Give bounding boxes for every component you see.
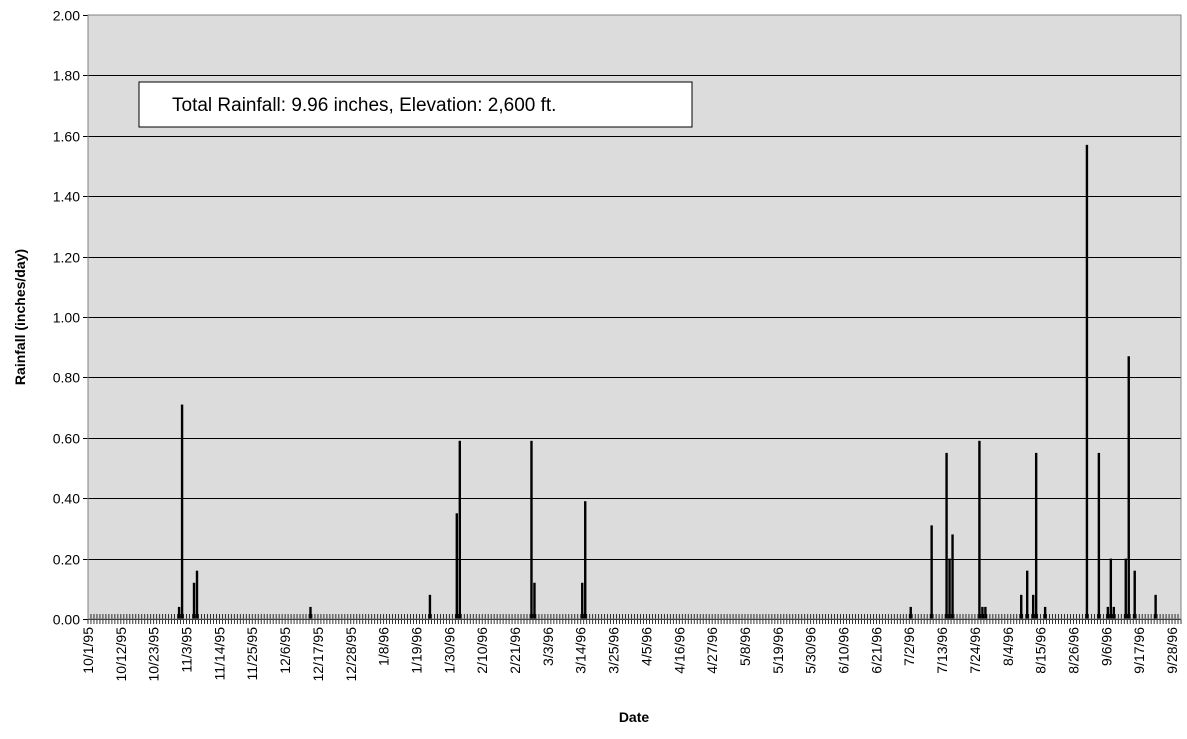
x-tick-label: 3/3/96 <box>540 627 556 666</box>
rainfall-bar <box>951 534 953 619</box>
x-tick-label: 5/30/96 <box>803 627 819 674</box>
annotation-box: Total Rainfall: 9.96 inches, Elevation: … <box>139 82 692 127</box>
x-tick-label: 4/27/96 <box>704 627 720 674</box>
rainfall-bar <box>581 583 583 619</box>
rainfall-bar <box>945 453 947 619</box>
x-tick-label: 12/28/95 <box>343 627 359 682</box>
rainfall-bar <box>984 607 986 619</box>
rainfall-bar <box>910 607 912 619</box>
rainfall-bar <box>309 607 311 619</box>
x-tick-label: 10/23/95 <box>146 627 162 682</box>
rainfall-bar <box>930 525 932 619</box>
rainfall-bar <box>533 583 535 619</box>
x-tick-label: 10/1/95 <box>80 627 96 674</box>
rainfall-bar <box>459 441 461 619</box>
rainfall-bar <box>1020 595 1022 619</box>
rainfall-bar <box>196 571 198 619</box>
y-axis-ticks: 0.00 0.20 0.40 0.60 0.80 1.00 1.20 1.40 1.60 1.80… <box>53 8 88 628</box>
x-tick-label: 2/10/96 <box>474 627 490 674</box>
y-tick-label: 1.80 <box>53 68 80 84</box>
x-tick-label: 11/25/95 <box>244 627 260 681</box>
annotation-text: Total Rainfall: 9.96 inches, Elevation: … <box>172 95 556 116</box>
rainfall-bar <box>1026 571 1028 619</box>
rainfall-bar <box>981 607 983 619</box>
rainfall-bar <box>1113 607 1115 619</box>
x-tick-label: 3/14/96 <box>573 627 589 674</box>
x-tick-label: 1/19/96 <box>408 627 424 674</box>
rainfall-bar <box>1125 559 1127 619</box>
y-tick-label: 1.20 <box>53 250 80 266</box>
x-tick-label: 12/6/95 <box>277 627 293 674</box>
rainfall-bar <box>178 607 180 619</box>
x-axis-ticks: 10/1/95 10/12/95 10/23/95 11/3/95 11/14/95 11… <box>80 614 1181 682</box>
y-tick-label: 1.40 <box>53 189 80 205</box>
x-tick-label: 5/8/96 <box>737 627 753 666</box>
rainfall-bar <box>1154 595 1156 619</box>
rainfall-bar <box>181 405 183 619</box>
x-tick-label: 9/6/96 <box>1098 627 1114 666</box>
y-tick-label: 1.60 <box>53 129 80 145</box>
rainfall-bar <box>1044 607 1046 619</box>
x-tick-label: 11/14/95 <box>211 627 227 681</box>
x-tick-label: 6/10/96 <box>836 627 852 674</box>
x-tick-label: 9/17/96 <box>1131 627 1147 674</box>
rainfall-bar <box>1128 356 1130 619</box>
rainfall-bar <box>948 559 950 619</box>
x-tick-label: 9/28/96 <box>1164 627 1180 674</box>
x-tick-label: 4/16/96 <box>671 627 687 674</box>
x-axis-label: Date <box>619 709 650 725</box>
rainfall-bar <box>1098 453 1100 619</box>
y-tick-label: 0.60 <box>53 431 80 447</box>
x-tick-label: 1/8/96 <box>376 627 392 666</box>
y-tick-label: 0.00 <box>53 612 80 628</box>
rainfall-bar <box>1134 571 1136 619</box>
x-tick-label: 3/25/96 <box>606 627 622 674</box>
rainfall-bar <box>978 441 980 619</box>
y-tick-label: 2.00 <box>53 8 80 24</box>
x-tick-label: 8/15/96 <box>1033 627 1049 674</box>
rainfall-bar <box>456 513 458 619</box>
rainfall-bar <box>1086 145 1088 619</box>
x-tick-label: 7/2/96 <box>901 627 917 666</box>
x-tick-label: 7/13/96 <box>934 627 950 674</box>
x-tick-label: 2/21/96 <box>507 627 523 674</box>
x-tick-label: 10/12/95 <box>113 627 129 682</box>
x-tick-label: 8/26/96 <box>1065 627 1081 674</box>
y-tick-label: 0.40 <box>53 491 80 507</box>
x-tick-label: 12/17/95 <box>310 627 326 682</box>
rainfall-bar <box>530 441 532 619</box>
y-tick-label: 1.00 <box>53 310 80 326</box>
x-tick-label: 8/4/96 <box>1000 627 1016 666</box>
x-tick-label: 4/5/96 <box>638 627 654 666</box>
y-tick-label: 0.20 <box>53 552 80 568</box>
rainfall-bar <box>193 583 195 619</box>
x-tick-label: 1/30/96 <box>441 627 457 674</box>
rainfall-bar <box>1035 453 1037 619</box>
y-tick-label: 0.80 <box>53 370 80 386</box>
rainfall-bar <box>1032 595 1034 619</box>
y-axis-label: Rainfall (inches/day) <box>12 249 28 385</box>
rainfall-bar <box>429 595 431 619</box>
rainfall-bar <box>584 501 586 619</box>
rainfall-bar <box>1107 607 1109 619</box>
rainfall-bar <box>1110 559 1112 619</box>
x-tick-label: 6/21/96 <box>868 627 884 674</box>
x-tick-label: 5/19/96 <box>770 627 786 674</box>
x-tick-label: 7/24/96 <box>967 627 983 674</box>
x-tick-label: 11/3/95 <box>179 627 195 673</box>
